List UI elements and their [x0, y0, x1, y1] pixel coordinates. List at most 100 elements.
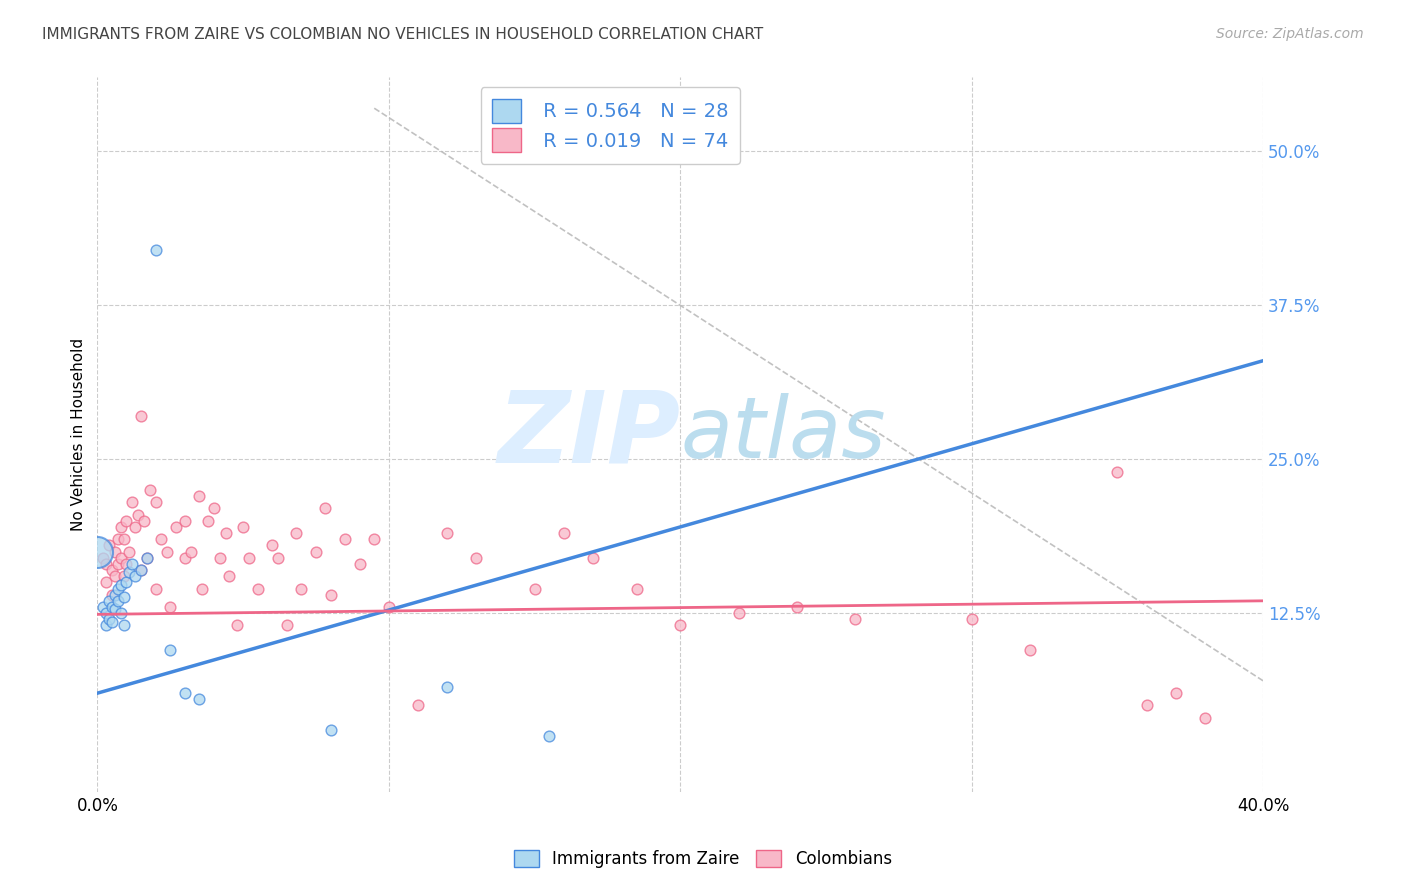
Point [1136, 698, 1159, 713]
Point [305, 544, 328, 558]
Text: Source: ZipAtlas.com: Source: ZipAtlas.com [1216, 27, 1364, 41]
Point [129, 409, 152, 423]
Point [112, 618, 135, 632]
Point [104, 588, 127, 602]
Text: atlas: atlas [681, 393, 886, 476]
Point [127, 508, 149, 522]
Point [165, 520, 187, 534]
Text: ZIP: ZIP [498, 386, 681, 483]
Point [101, 588, 124, 602]
Point [107, 533, 129, 547]
Legend: Immigrants from Zaire, Colombians: Immigrants from Zaire, Colombians [508, 843, 898, 875]
Point [319, 588, 342, 602]
Point [124, 520, 146, 534]
Point [582, 550, 605, 565]
Legend:  R = 0.564   N = 28,  R = 0.019   N = 74: R = 0.564 N = 28, R = 0.019 N = 74 [481, 87, 740, 164]
Point [110, 606, 132, 620]
Point [319, 723, 342, 738]
Point [145, 582, 167, 596]
Point [145, 495, 167, 509]
Point [91, 599, 114, 614]
Point [363, 533, 385, 547]
Point [173, 686, 195, 700]
Point [118, 544, 141, 558]
Point [191, 582, 214, 596]
Point [98, 612, 121, 626]
Point [94, 606, 117, 620]
Point [786, 599, 808, 614]
Point [110, 520, 132, 534]
Point [314, 501, 336, 516]
Point [107, 582, 129, 596]
Point [218, 569, 240, 583]
Point [139, 483, 162, 497]
Point [159, 599, 181, 614]
Point [214, 526, 236, 541]
Point [208, 550, 231, 565]
Point [107, 557, 129, 571]
Point [112, 533, 135, 547]
Point [94, 557, 117, 571]
Point [110, 578, 132, 592]
Point [284, 526, 307, 541]
Point [112, 569, 135, 583]
Point [276, 618, 298, 632]
Point [523, 582, 546, 596]
Point [135, 550, 157, 565]
Point [378, 599, 401, 614]
Point [118, 566, 141, 580]
Point [267, 550, 290, 565]
Point [156, 544, 179, 558]
Point [115, 575, 138, 590]
Point [132, 514, 155, 528]
Point [101, 599, 124, 614]
Point [238, 550, 260, 565]
Y-axis label: No Vehicles in Household: No Vehicles in Household [72, 338, 86, 531]
Point [960, 612, 983, 626]
Point [145, 243, 167, 257]
Point [101, 615, 124, 629]
Point [844, 612, 866, 626]
Point [104, 569, 127, 583]
Point [129, 563, 152, 577]
Point [98, 538, 121, 552]
Point [135, 550, 157, 565]
Point [86, 544, 108, 558]
Point [94, 575, 117, 590]
Point [101, 563, 124, 577]
Point [115, 557, 138, 571]
Point [333, 533, 356, 547]
Point [107, 594, 129, 608]
Point [436, 680, 458, 694]
Point [465, 550, 488, 565]
Point [180, 544, 202, 558]
Point [1019, 643, 1042, 657]
Point [436, 526, 458, 541]
Point [121, 557, 143, 571]
Point [727, 606, 749, 620]
Point [538, 729, 561, 743]
Point [232, 520, 254, 534]
Point [173, 514, 195, 528]
Point [1164, 686, 1187, 700]
Point [94, 618, 117, 632]
Point [553, 526, 575, 541]
Point [1107, 465, 1129, 479]
Point [104, 544, 127, 558]
Point [110, 550, 132, 565]
Point [669, 618, 692, 632]
Point [406, 698, 429, 713]
Point [129, 563, 152, 577]
Point [98, 594, 121, 608]
Point [197, 514, 219, 528]
Point [202, 501, 225, 516]
Point [124, 569, 146, 583]
Point [226, 618, 249, 632]
Text: IMMIGRANTS FROM ZAIRE VS COLOMBIAN NO VEHICLES IN HOUSEHOLD CORRELATION CHART: IMMIGRANTS FROM ZAIRE VS COLOMBIAN NO VE… [42, 27, 763, 42]
Point [91, 550, 114, 565]
Point [290, 582, 312, 596]
Point [104, 602, 127, 616]
Point [626, 582, 648, 596]
Point [246, 582, 269, 596]
Point [188, 489, 211, 503]
